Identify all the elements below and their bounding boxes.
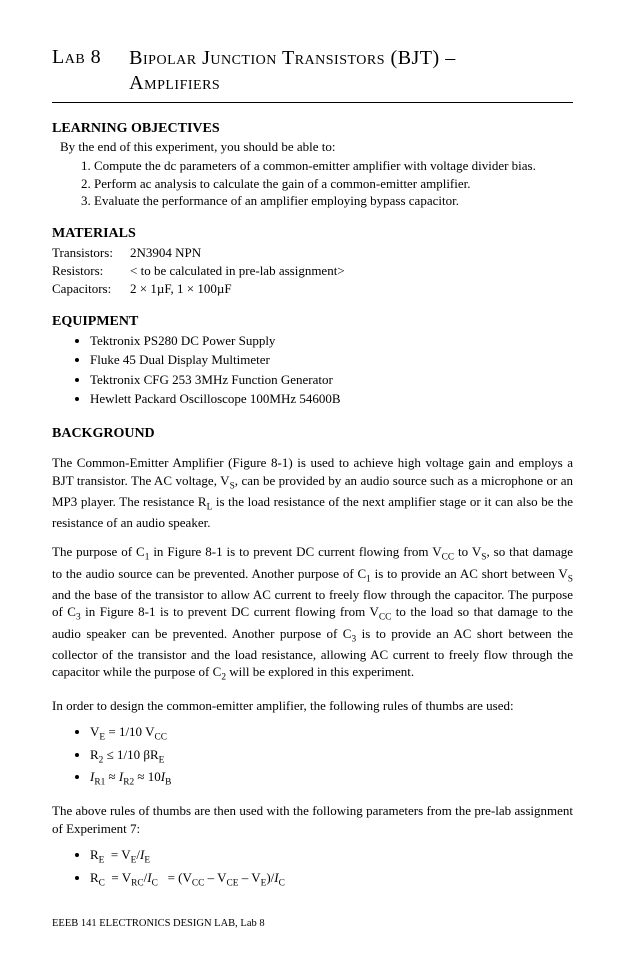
materials-label: Capacitors: [52, 280, 130, 298]
rules-list: VE = 1/10 VCC R2 ≤ 1/10 βRE IR1 ≈ IR2 ≈ … [72, 722, 573, 790]
materials-value: 2N3904 NPN [130, 244, 201, 262]
equipment-item: Fluke 45 Dual Display Multimeter [90, 351, 573, 369]
rule-item: VE = 1/10 VCC [90, 722, 573, 745]
materials-label: Transistors: [52, 244, 130, 262]
background-p4: The above rules of thumbs are then used … [52, 802, 573, 837]
learning-objectives-heading: LEARNING OBJECTIVES [52, 121, 573, 137]
equipment-list: Tektronix PS280 DC Power Supply Fluke 45… [72, 332, 573, 408]
lab-label: Lab 8 [52, 46, 129, 69]
materials-value: 2 × 1µF, 1 × 100µF [130, 280, 232, 298]
materials-value: < to be calculated in pre-lab assignment… [130, 262, 345, 280]
equipment-item: Tektronix CFG 253 3MHz Function Generato… [90, 371, 573, 389]
title-block: Lab 8 Bipolar Junction Transistors (BJT)… [52, 46, 573, 96]
equipment-heading: EQUIPMENT [52, 314, 573, 330]
equipment-item: Hewlett Packard Oscilloscope 100MHz 5460… [90, 390, 573, 408]
lab-title: Bipolar Junction Transistors (BJT) – Amp… [129, 46, 456, 96]
title-rule [52, 102, 573, 103]
background-p2: The purpose of C1 in Figure 8-1 is to pr… [52, 543, 573, 684]
learning-item: Evaluate the performance of an amplifier… [94, 192, 573, 210]
page-footer: EEEB 141 ELECTRONICS DESIGN LAB, Lab 8 [52, 918, 573, 929]
materials-row: Resistors: < to be calculated in pre-lab… [52, 262, 573, 280]
materials-label: Resistors: [52, 262, 130, 280]
rule-item: R2 ≤ 1/10 βRE [90, 745, 573, 768]
learning-item: Perform ac analysis to calculate the gai… [94, 175, 573, 193]
materials-heading: MATERIALS [52, 226, 573, 242]
param-item: RC = VRC/IC = (VCC – VCE – VE)/IC [90, 868, 573, 891]
materials-row: Capacitors: 2 × 1µF, 1 × 100µF [52, 280, 573, 298]
materials-row: Transistors: 2N3904 NPN [52, 244, 573, 262]
param-item: RE = VE/IE [90, 845, 573, 868]
rule-item: IR1 ≈ IR2 ≈ 10IB [90, 767, 573, 790]
learning-objectives-list: Compute the dc parameters of a common-em… [76, 157, 573, 210]
background-p1: The Common-Emitter Amplifier (Figure 8-1… [52, 454, 573, 532]
params-list: RE = VE/IE RC = VRC/IC = (VCC – VCE – VE… [72, 845, 573, 890]
equipment-item: Tektronix PS280 DC Power Supply [90, 332, 573, 350]
title-line-1: Bipolar Junction Transistors (BJT) – [129, 47, 456, 69]
learning-intro: By the end of this experiment, you shoul… [60, 139, 573, 155]
learning-item: Compute the dc parameters of a common-em… [94, 157, 573, 175]
background-p3: In order to design the common-emitter am… [52, 697, 573, 715]
materials-table: Transistors: 2N3904 NPN Resistors: < to … [52, 244, 573, 299]
title-line-2: Amplifiers [129, 72, 220, 94]
background-heading: BACKGROUND [52, 426, 573, 442]
